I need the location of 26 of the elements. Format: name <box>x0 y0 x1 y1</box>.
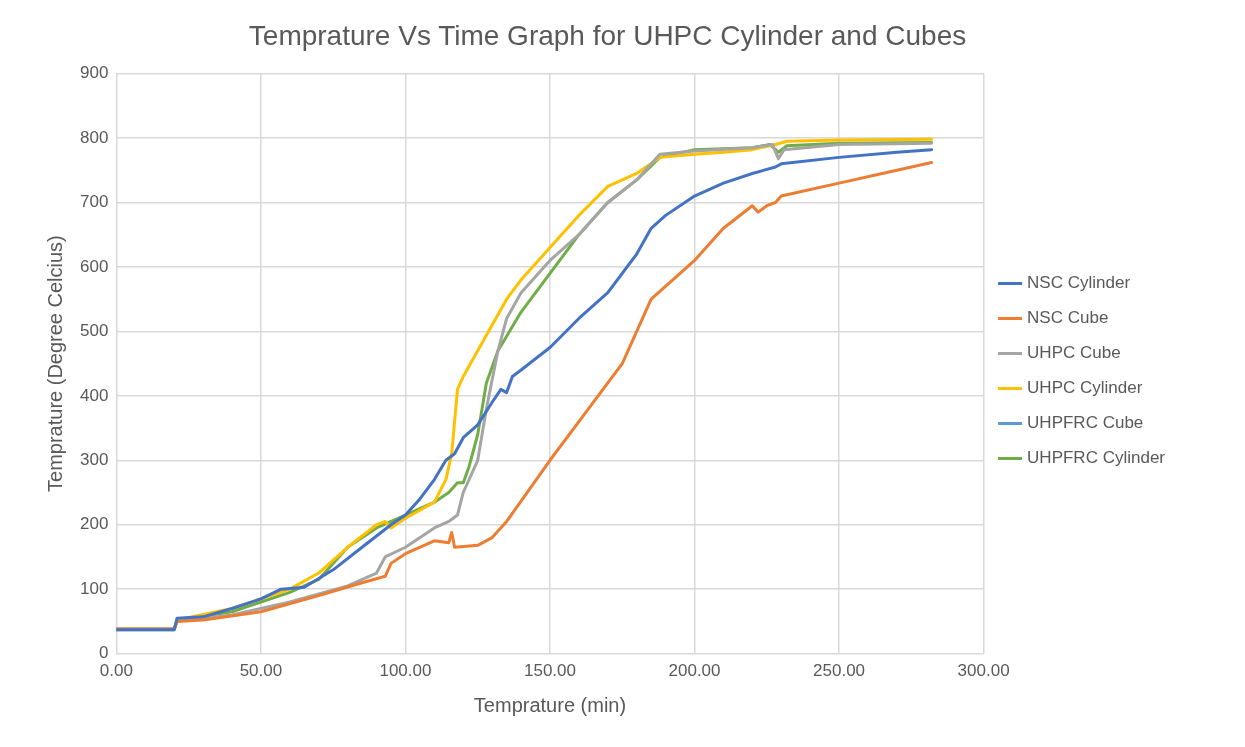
x-tick-label: 250.00 <box>813 661 866 681</box>
x-tick-label: 100.00 <box>379 661 432 681</box>
y-tick-label: 500 <box>79 321 109 341</box>
y-tick-label: 300 <box>79 449 109 469</box>
y-tick-label: 900 <box>79 63 109 83</box>
y-tick-label: 400 <box>79 385 109 405</box>
legend-label: UHPFRC Cylinder <box>1027 448 1166 468</box>
legend-label: NSC Cylinder <box>1027 273 1131 293</box>
y-tick-label: 600 <box>79 256 109 276</box>
y-tick-label: 800 <box>79 127 109 147</box>
x-tick-label: 150.00 <box>523 661 576 681</box>
y-tick-label: 0 <box>98 643 109 663</box>
legend-label: UHPC Cube <box>1027 343 1121 363</box>
x-tick-label: 50.00 <box>239 661 283 681</box>
legend-label: UHPC Cylinder <box>1027 378 1143 398</box>
chart-title: Temprature Vs Time Graph for UHPC Cylinder and Cubes <box>248 19 967 51</box>
legend-label: NSC Cube <box>1027 308 1109 328</box>
y-tick-label: 100 <box>79 578 109 598</box>
x-tick-label: 200.00 <box>668 661 721 681</box>
x-axis-title: Temprature (min) <box>473 693 627 716</box>
y-tick-label: 700 <box>79 192 109 212</box>
legend-label: UHPFRC Cube <box>1027 413 1144 433</box>
x-tick-label: 0.00 <box>99 661 133 681</box>
x-tick-label: 300.00 <box>957 661 1010 681</box>
y-tick-label: 200 <box>79 514 109 534</box>
y-axis-title: Temprature (Degree Celcius) <box>43 235 66 492</box>
